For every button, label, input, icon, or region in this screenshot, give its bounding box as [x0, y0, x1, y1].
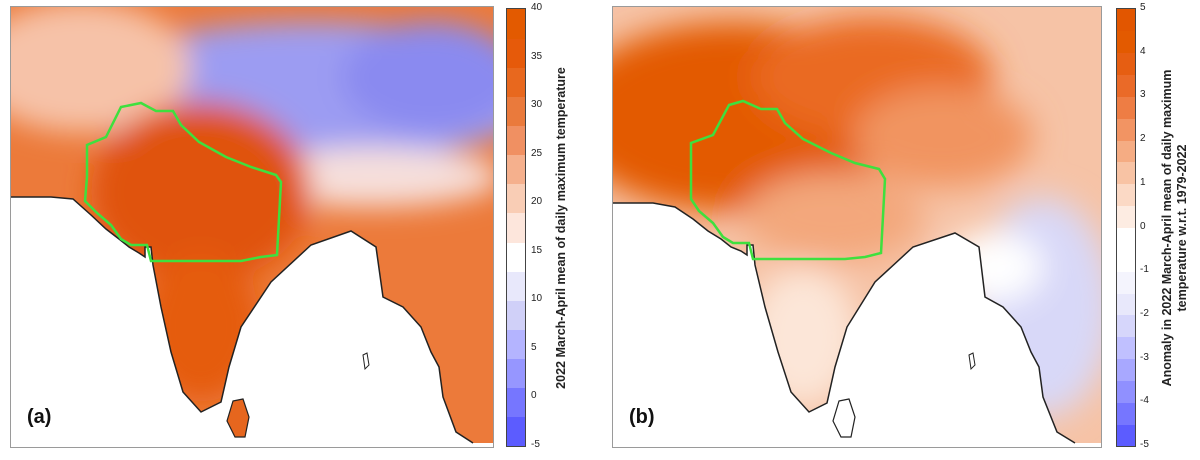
colorbar-tick-label: -1	[1140, 264, 1149, 276]
colorbar-segment	[1117, 380, 1135, 403]
coastline-b	[613, 202, 1076, 444]
colorbar-segment	[1117, 249, 1135, 272]
colorbar-segment	[507, 38, 525, 68]
colorbar-tick-label: -5	[531, 439, 540, 450]
colorbar-tick-label: 30	[531, 99, 543, 111]
colorbar-segment	[507, 96, 525, 127]
colorbar-tick-label: 35	[531, 50, 543, 62]
colorbar-segment	[1117, 293, 1135, 316]
colorbar-segment	[507, 125, 525, 156]
colorbar-b	[1116, 8, 1136, 447]
colorbar-segment	[1117, 227, 1135, 250]
colorbar-tick-label: -3	[1140, 351, 1149, 363]
colorbar-label-a: 2022 March-April mean of daily maximum t…	[554, 67, 568, 389]
colorbar-segment	[507, 212, 525, 243]
colorbar-segment	[1117, 205, 1135, 228]
heatwave-region-outline-b	[689, 99, 887, 261]
colorbar-segment	[507, 416, 525, 447]
colorbar-tick-label: 25	[531, 147, 543, 159]
andaman-islands-a	[362, 352, 370, 371]
colorbar-segment	[507, 154, 525, 185]
heatwave-region-outline-a	[83, 101, 283, 263]
panel-b: (b) 5 4 3 2 1 0 -1 -2 -3 -4 -5 Anomaly in 2022 Mar…	[600, 2, 1200, 456]
colorbar-tick-label: 15	[531, 244, 543, 256]
colorbar-tick-label: 3	[1140, 89, 1146, 101]
map-a-svg	[11, 7, 493, 447]
colorbar-segment	[1117, 74, 1135, 97]
colorbar-tick-label: 5	[531, 341, 537, 353]
colorbar-tick-label: 10	[531, 293, 543, 305]
colorbar-tick-label: 5	[1140, 2, 1146, 13]
colorbar-segment	[1117, 140, 1135, 163]
colorbar-label-b: Anomaly in 2022 March-April mean of dail…	[1160, 70, 1190, 387]
colorbar-segment	[507, 242, 525, 272]
colorbar-segment	[1117, 96, 1135, 119]
map-b: (b)	[612, 6, 1102, 448]
colorbar-segment	[1117, 424, 1135, 447]
colorbar-segment	[1117, 52, 1135, 76]
colorbar-tick-label: -4	[1140, 395, 1149, 407]
coastline-a	[11, 196, 474, 444]
colorbar-segment	[507, 271, 525, 301]
colorbar-tick-label: -2	[1140, 307, 1149, 319]
sri-lanka-a	[226, 398, 250, 438]
heatwave-core	[91, 102, 311, 282]
colorbar-segment	[1117, 161, 1135, 185]
colorbar-segment	[507, 300, 525, 330]
colorbar-segment	[507, 9, 525, 39]
colorbar-tick-label: 20	[531, 196, 543, 208]
panel-label-b: (b)	[629, 406, 655, 428]
china-cold-patch	[341, 22, 493, 132]
map-a: (a)	[10, 6, 494, 448]
colorbar-tick-label: 0	[531, 390, 537, 402]
colorbar-segment	[1117, 271, 1135, 294]
central-anomaly	[853, 87, 1033, 187]
colorbar-tick-label: 40	[531, 2, 543, 13]
colorbar-tick-label: -5	[1140, 439, 1149, 450]
plains-anomaly	[743, 172, 923, 262]
panel-label-a: (a)	[27, 406, 52, 428]
andaman-islands-b	[968, 352, 976, 371]
colorbar-segment	[1117, 9, 1135, 32]
colorbar-segment	[507, 358, 525, 389]
colorbar-segment	[1117, 358, 1135, 381]
colorbar-segment	[507, 329, 525, 360]
map-b-svg	[613, 7, 1101, 447]
colorbar-segment	[1117, 118, 1135, 141]
colorbar-label-b-line1: Anomaly in 2022 March-April mean of dail…	[1160, 69, 1174, 387]
colorbar-segment	[507, 387, 525, 418]
colorbar-segment	[1117, 402, 1135, 425]
northwest-warm-patch	[11, 7, 191, 132]
panel-a: (a) 40 35 30 25 20 15 10 5 0 -5 2022 March-April …	[0, 2, 600, 456]
colorbar-tick-label: 2	[1140, 133, 1146, 145]
colorbar-tick-label: 1	[1140, 176, 1146, 188]
colorbar-tick-label: 4	[1140, 45, 1146, 57]
colorbar-tick-label: 0	[1140, 220, 1146, 232]
colorbar-segment	[1117, 314, 1135, 338]
colorbar-segment	[507, 183, 525, 214]
colorbar-a	[506, 8, 526, 447]
colorbar-segment	[1117, 336, 1135, 360]
sri-lanka-b	[832, 398, 856, 438]
colorbar-segment	[1117, 183, 1135, 207]
colorbar-segment	[507, 67, 525, 97]
colorbar-segment	[1117, 30, 1135, 54]
colorbar-label-b-line2: temperature w.r.t. 1979-2022	[1175, 144, 1189, 312]
